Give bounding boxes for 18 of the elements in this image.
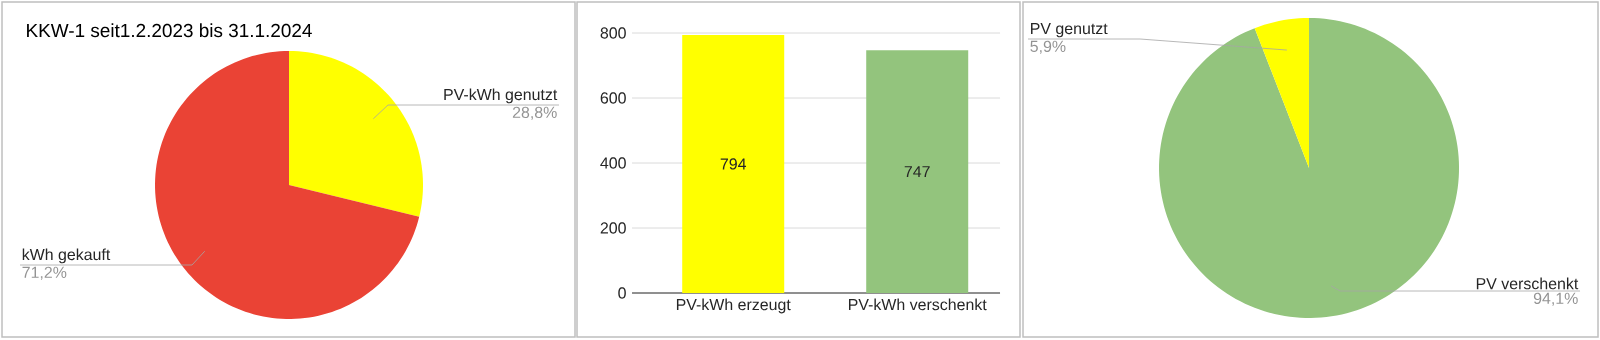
data-label: 28,8% xyxy=(512,106,557,120)
y-tick-label: 400 xyxy=(600,157,626,169)
y-tick-label: 800 xyxy=(600,27,626,39)
slice-label: PV genutzt xyxy=(1031,23,1108,38)
data-label: 5,9% xyxy=(1030,40,1066,54)
slice-label: PV-kWh genutzt xyxy=(444,88,558,104)
y-tick-label: 600 xyxy=(600,92,626,104)
data-label: 747 xyxy=(904,166,930,178)
data-label: 794 xyxy=(720,158,747,170)
slice-label: PV verschenkt xyxy=(1476,277,1579,290)
y-tick-label: 200 xyxy=(600,222,626,234)
data-label: 71,2% xyxy=(22,266,67,280)
data-label: 94,1% xyxy=(1533,292,1578,306)
x-tick-label: PV-kWh verschenkt xyxy=(848,298,987,311)
slice-label: kWh gekauft xyxy=(22,248,111,264)
chart-title: KKW-1 seit1.2.2023 bis 31.1.2024 xyxy=(27,23,312,38)
y-tick-label: 0 xyxy=(618,287,626,299)
x-tick-label: PV-kWh erzeugt xyxy=(676,298,791,314)
